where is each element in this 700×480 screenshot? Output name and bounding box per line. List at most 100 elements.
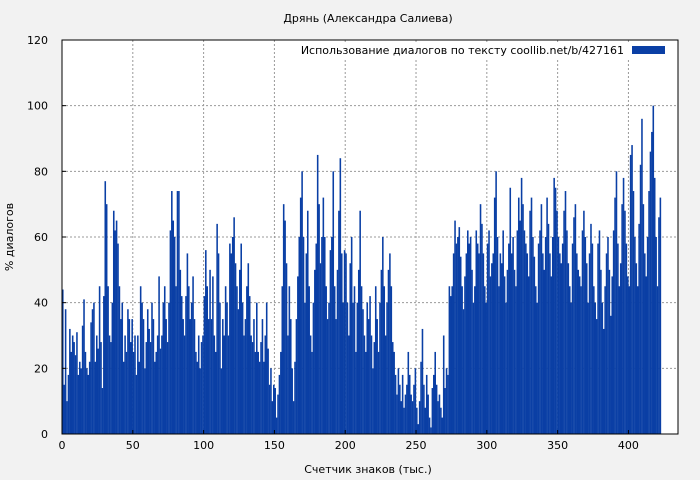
bar xyxy=(373,342,376,434)
bar xyxy=(349,263,352,434)
bar xyxy=(363,335,366,434)
bar xyxy=(472,302,475,434)
bar xyxy=(469,237,472,434)
bar xyxy=(534,286,537,434)
bar xyxy=(301,171,303,435)
bar xyxy=(617,243,619,434)
bar xyxy=(584,237,587,434)
bar xyxy=(634,237,636,434)
bar xyxy=(328,302,330,434)
bar xyxy=(294,361,296,434)
bar xyxy=(74,355,77,434)
bar xyxy=(319,263,322,434)
bar xyxy=(70,351,73,434)
bar xyxy=(83,299,85,434)
bar xyxy=(103,296,105,434)
bar xyxy=(389,253,391,434)
bar xyxy=(455,243,458,434)
bar xyxy=(530,197,533,434)
bar xyxy=(196,361,199,434)
bar xyxy=(277,394,279,434)
bar xyxy=(649,151,652,434)
bar xyxy=(500,263,503,434)
bar xyxy=(222,319,224,434)
bar xyxy=(253,319,255,434)
bar xyxy=(624,210,626,434)
bar xyxy=(329,250,332,434)
bar xyxy=(505,302,507,434)
bar xyxy=(195,351,197,434)
bar xyxy=(155,351,158,434)
bar xyxy=(206,286,209,434)
bar xyxy=(493,197,496,434)
bar xyxy=(229,243,231,434)
bar xyxy=(223,335,226,434)
bar xyxy=(404,394,407,434)
bar xyxy=(406,384,408,434)
bar xyxy=(321,237,323,434)
bar xyxy=(380,269,383,434)
bar xyxy=(585,263,588,434)
bar xyxy=(508,243,510,434)
bar xyxy=(131,319,133,434)
bar xyxy=(162,302,165,434)
bar xyxy=(434,351,436,434)
x-tick-label: 150 xyxy=(264,439,285,452)
bar xyxy=(158,276,160,434)
bar xyxy=(441,417,444,434)
bar xyxy=(442,335,445,434)
bar xyxy=(570,302,572,434)
bar xyxy=(350,237,353,434)
bar xyxy=(67,374,70,434)
bar xyxy=(588,253,591,434)
bar xyxy=(543,269,546,434)
y-tick-label: 20 xyxy=(34,362,48,375)
bar xyxy=(87,374,90,434)
bar xyxy=(642,204,645,434)
bar xyxy=(573,217,575,434)
bar xyxy=(185,296,187,434)
bar xyxy=(275,417,278,434)
bar xyxy=(146,309,149,434)
bar xyxy=(479,204,482,434)
bar xyxy=(207,319,210,434)
bar xyxy=(610,315,612,434)
bar xyxy=(297,276,299,434)
bar xyxy=(129,342,132,434)
bar xyxy=(346,302,349,434)
bar xyxy=(256,302,258,434)
bar xyxy=(298,237,301,434)
bar xyxy=(98,286,101,434)
bar xyxy=(284,220,286,434)
bar xyxy=(495,171,497,435)
bar xyxy=(135,374,138,434)
bar xyxy=(523,230,526,434)
bar xyxy=(233,217,235,434)
bar xyxy=(117,243,119,434)
bar xyxy=(458,227,461,434)
bar xyxy=(231,237,234,434)
bar xyxy=(209,269,211,434)
bar xyxy=(165,319,167,434)
bar xyxy=(629,154,632,434)
bar xyxy=(648,191,650,434)
bar xyxy=(546,197,548,434)
bar xyxy=(180,296,183,434)
bar xyxy=(410,394,412,434)
bar xyxy=(522,204,524,434)
bar xyxy=(62,289,64,434)
bar xyxy=(656,286,659,434)
bar xyxy=(274,388,276,434)
bar xyxy=(81,325,84,434)
bar xyxy=(342,302,344,434)
bar xyxy=(595,319,598,434)
bar xyxy=(628,286,631,434)
bar xyxy=(564,191,567,434)
bar xyxy=(437,401,439,434)
bar xyxy=(318,204,320,434)
bar xyxy=(527,276,530,434)
bar xyxy=(416,407,418,434)
bar xyxy=(387,269,390,434)
bar xyxy=(212,276,214,434)
